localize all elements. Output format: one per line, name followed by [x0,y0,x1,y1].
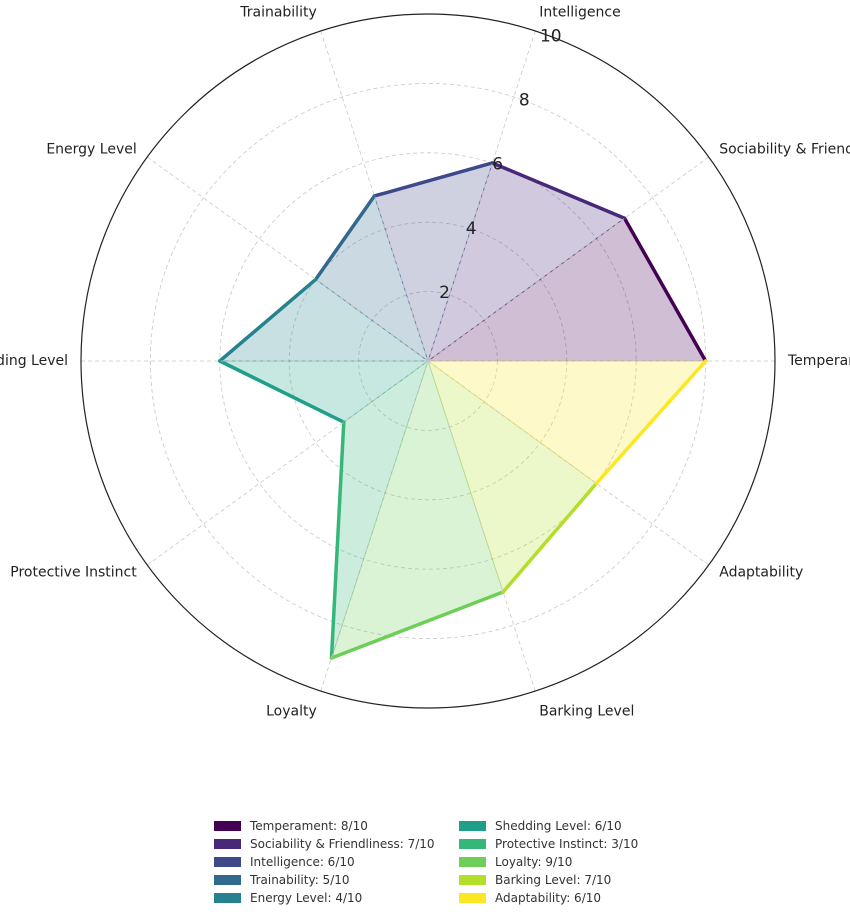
legend-label: Temperament: 8/10 [250,819,368,833]
legend-item: Adaptability: 6/10 [459,889,649,907]
segment-line [313,194,377,282]
category-label: Sociability & Friendliness [719,141,850,157]
legend-item: Sociability & Friendliness: 7/10 [214,835,459,853]
category-labels: Temperament Sociability & Friendliness Int… [0,5,850,720]
legend-swatch [214,857,241,867]
legend-item: Shedding Level: 6/10 [459,817,649,835]
rtick-label: 10 [540,26,562,46]
radial-tick-labels: 2 4 6 8 10 [439,26,561,302]
legend-item: Intelligence: 6/10 [214,853,459,871]
radar-chart: Temperament Sociability & Friendliness Int… [0,5,850,720]
category-label: Protective Instinct [10,565,137,581]
legend-item: Energy Level: 4/10 [214,889,459,907]
spoke-line [320,30,429,362]
segment-line [218,359,346,424]
spokes [81,30,775,692]
legend-label: Protective Instinct: 3/10 [495,837,639,851]
rtick-label: 8 [519,91,530,111]
legend-item: Loyalty: 9/10 [459,853,649,871]
category-label: Trainability [239,5,317,21]
category-label: Adaptability [719,565,803,581]
category-label: Energy Level [46,141,136,157]
rtick-label: 2 [439,283,450,303]
legend-label: Loyalty: 9/10 [495,855,573,869]
segment-fills [218,162,707,659]
legend-swatch [214,839,241,849]
segment-line [490,161,627,220]
legend-swatch [214,875,241,885]
segment-line [329,590,505,660]
segment-line [501,481,599,594]
rtick-label: 6 [492,155,503,175]
spoke-line [427,156,709,362]
legend-label: Energy Level: 4/10 [250,891,363,905]
legend-swatch [214,893,241,903]
segment-lines [218,161,708,660]
spoke-line [427,360,709,566]
legend-label: Sociability & Friendliness: 7/10 [250,837,435,851]
legend-swatch [459,893,486,903]
legend-item: Temperament: 8/10 [214,817,459,835]
legend-item: Trainability: 5/10 [214,871,459,889]
legend-item: Barking Level: 7/10 [459,871,649,889]
legend-label: Adaptability: 6/10 [495,891,602,905]
legend-swatch [459,839,486,849]
category-label: Intelligence [539,5,620,21]
spoke-line [320,360,429,692]
legend-label: Shedding Level: 6/10 [495,819,622,833]
category-label: Loyalty [266,703,317,719]
legend-swatch [459,875,486,885]
legend-label: Barking Level: 7/10 [495,873,612,887]
spoke-line [147,360,429,566]
segment-line [218,277,318,363]
legend-label: Intelligence: 6/10 [250,855,355,869]
legend: Temperament: 8/10 Shedding Level: 6/10 S… [214,817,654,907]
outer-ring [80,13,776,709]
legend-swatch [214,821,241,831]
legend-item: Protective Instinct: 3/10 [459,835,649,853]
segment-line [594,359,708,486]
segment-line [372,161,495,198]
spoke-line [427,360,536,692]
category-label: Barking Level [539,703,634,719]
category-label: Shedding Level [0,353,68,369]
legend-swatch [459,821,486,831]
segment-line [622,216,708,363]
rtick-label: 4 [466,219,477,239]
segment-line [329,420,346,660]
category-label: Temperament [787,353,850,369]
legend-label: Trainability: 5/10 [250,873,350,887]
legend-swatch [459,857,486,867]
spoke-line [427,30,536,362]
spoke-line [147,156,429,362]
